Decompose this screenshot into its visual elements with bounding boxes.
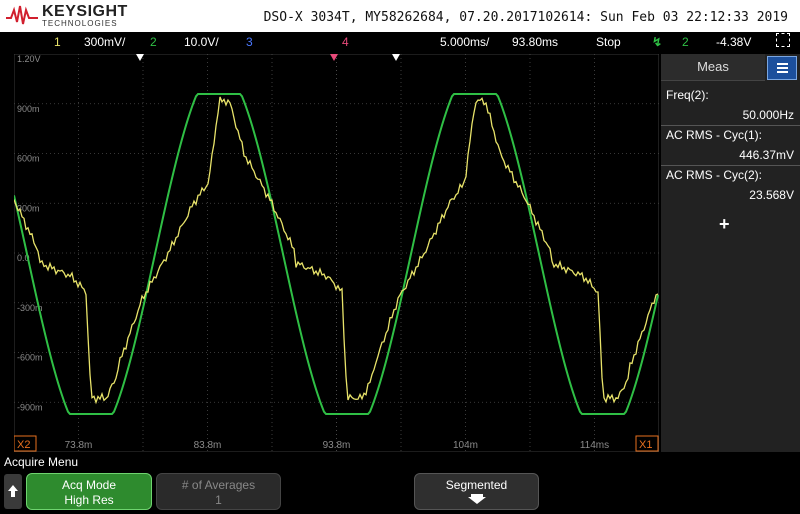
ch1-number[interactable]: 1 xyxy=(54,35,61,49)
y-tick-label: 0.0 xyxy=(17,253,30,263)
ch2-waveform xyxy=(14,93,659,415)
x-tick-label: 83.8m xyxy=(194,440,222,451)
acq-mode-softkey[interactable]: Acq Mode High Res xyxy=(26,473,152,510)
averages-value: 1 xyxy=(215,493,222,507)
y-tick-label: 1.20V xyxy=(17,54,41,64)
ch4-number[interactable]: 4 xyxy=(342,35,349,49)
y-tick-label: 900m xyxy=(17,104,40,114)
add-measurement-icon[interactable]: + xyxy=(719,214,730,234)
waveform-display[interactable]: 1.20V 900m 600m 300m 0.0 -300m -600m -900m 73.8… xyxy=(14,54,659,452)
y-axis-labels: 1.20V 900m 600m 300m 0.0 -300m -600m -900m xyxy=(17,54,43,412)
y-tick-label: 600m xyxy=(17,154,40,164)
timebase[interactable]: 5.000ms/ xyxy=(440,35,490,49)
back-button[interactable] xyxy=(4,474,22,509)
meas-freq-value: 50.000Hz xyxy=(742,108,794,122)
averages-label: # of Averages xyxy=(181,478,256,492)
meas-freq-label[interactable]: Freq(2): xyxy=(666,88,709,102)
y-tick-label: -300m xyxy=(17,303,43,313)
graticule xyxy=(14,54,659,452)
x-tick-label: 114ms xyxy=(580,440,609,451)
menu-title: Acquire Menu xyxy=(4,455,79,469)
run-state[interactable]: Stop xyxy=(596,35,621,49)
svg-text:X2: X2 xyxy=(17,439,30,451)
panel-menu-button[interactable] xyxy=(767,56,797,80)
brand-subtitle: TECHNOLOGIES xyxy=(42,19,118,28)
ch1-waveform xyxy=(14,96,659,405)
brand-name: KEYSIGHT xyxy=(42,3,128,20)
y-tick-label: 300m xyxy=(17,203,40,213)
trigger-channel[interactable]: 2 xyxy=(682,35,689,49)
ch4-position-marker[interactable] xyxy=(330,54,338,61)
delay-marker[interactable] xyxy=(392,54,400,61)
header: KEYSIGHT TECHNOLOGIES DSO-X 3034T, MY582… xyxy=(0,0,800,32)
svg-text:X1: X1 xyxy=(639,439,652,451)
keysight-logo-icon xyxy=(6,5,38,25)
divider xyxy=(661,125,800,126)
y-tick-label: -600m xyxy=(17,353,43,363)
arrow-down-icon xyxy=(467,494,486,504)
meas-acrms2-value: 23.568V xyxy=(749,188,794,202)
meas-tab[interactable]: Meas xyxy=(661,54,765,81)
screen-select-icon[interactable] xyxy=(776,33,790,47)
ch3-number[interactable]: 3 xyxy=(246,35,253,49)
x2-cursor-label[interactable]: X2 xyxy=(14,435,37,452)
acq-mode-label: Acq Mode xyxy=(61,478,117,492)
status-bar: 1 300mV/ 2 10.0V/ 3 4 5.000ms/ 93.80ms S… xyxy=(0,32,800,52)
trigger-edge-icon: ↯ xyxy=(652,35,663,49)
meas-acrms1-value: 446.37mV xyxy=(739,148,794,162)
trigger-position-marker[interactable] xyxy=(136,54,144,61)
x-axis-labels: 73.8m 83.8m 93.8m 104m 114ms xyxy=(65,440,610,451)
instrument-title: DSO-X 3034T, MY58262684, 07.20.201710261… xyxy=(263,10,788,25)
ch2-number[interactable]: 2 xyxy=(150,35,157,49)
ch1-scale[interactable]: 300mV/ xyxy=(84,35,126,49)
meas-acrms2-label[interactable]: AC RMS - Cyc(2): xyxy=(666,168,762,182)
divider xyxy=(661,165,800,166)
x-tick-label: 73.8m xyxy=(65,440,93,451)
x-tick-label: 93.8m xyxy=(323,440,351,451)
x-tick-label: 104m xyxy=(453,440,478,451)
meas-acrms1-label[interactable]: AC RMS - Cyc(1): xyxy=(666,128,762,142)
menu-icon xyxy=(777,63,788,65)
averages-softkey[interactable]: # of Averages 1 xyxy=(156,473,281,510)
ch2-scale[interactable]: 10.0V/ xyxy=(184,35,219,49)
segmented-label: Segmented xyxy=(445,478,508,492)
acq-mode-value: High Res xyxy=(64,493,114,507)
trigger-level[interactable]: -4.38V xyxy=(716,35,752,49)
segmented-softkey[interactable]: Segmented xyxy=(414,473,539,510)
x1-cursor-label[interactable]: X1 xyxy=(635,435,659,452)
measurement-panel: Meas Freq(2): 50.000Hz AC RMS - Cyc(1): … xyxy=(661,54,800,452)
delay[interactable]: 93.80ms xyxy=(512,35,559,49)
y-tick-label: -900m xyxy=(17,402,43,412)
arrow-up-icon xyxy=(8,485,18,497)
